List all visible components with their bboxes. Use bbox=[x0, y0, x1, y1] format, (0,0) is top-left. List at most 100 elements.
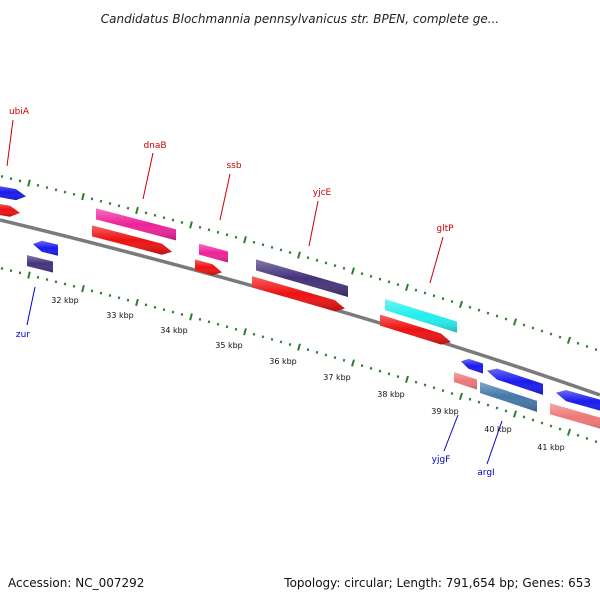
forward-tick bbox=[342, 266, 346, 270]
forward-tick bbox=[297, 251, 301, 259]
forward-tick bbox=[387, 280, 391, 284]
reverse-tick bbox=[324, 353, 328, 357]
reverse-tick bbox=[423, 383, 427, 387]
reverse-tick bbox=[576, 433, 580, 437]
reverse-tick bbox=[9, 269, 13, 273]
forward-tick bbox=[594, 348, 598, 352]
reverse-tick bbox=[261, 335, 265, 339]
reverse-tick bbox=[117, 296, 121, 300]
reverse-tick bbox=[396, 375, 400, 379]
forward-tick bbox=[99, 199, 103, 203]
leader-gltP bbox=[429, 236, 444, 284]
forward-tick bbox=[72, 192, 76, 196]
reverse-tick bbox=[333, 356, 337, 360]
forward-tick bbox=[504, 317, 508, 321]
tick-label-33kbp: 33 kbp bbox=[106, 311, 134, 320]
reverse-tick bbox=[351, 359, 355, 367]
forward-tick bbox=[216, 230, 220, 234]
reverse-tick bbox=[504, 409, 508, 413]
forward-tick bbox=[369, 274, 373, 278]
reverse-tick bbox=[0, 267, 4, 270]
reverse-tick bbox=[72, 284, 76, 288]
forward-tick bbox=[18, 179, 22, 183]
feature-layer bbox=[0, 186, 600, 429]
forward-tick bbox=[432, 294, 436, 298]
forward-tick bbox=[396, 283, 400, 287]
reverse-tick bbox=[432, 386, 436, 390]
tick-label-38kbp: 38 kbp bbox=[377, 390, 405, 399]
label-leader-lines bbox=[6, 119, 503, 465]
reverse-tick bbox=[153, 305, 157, 309]
reverse-tick bbox=[450, 391, 454, 395]
reverse-tick bbox=[180, 313, 184, 316]
feature-zur-shading bbox=[27, 255, 53, 273]
reverse-tick bbox=[27, 271, 31, 279]
reverse-tick bbox=[63, 282, 67, 286]
reverse-tick bbox=[585, 436, 589, 440]
forward-tick bbox=[45, 186, 49, 190]
reverse-tick bbox=[18, 271, 22, 275]
forward-tick bbox=[306, 256, 310, 260]
reverse-tick bbox=[135, 298, 139, 307]
reverse-tick bbox=[162, 308, 166, 312]
reverse-tick bbox=[512, 410, 518, 418]
forward-tick bbox=[477, 308, 481, 312]
reverse-tick bbox=[540, 421, 544, 425]
leader-zur bbox=[26, 286, 36, 326]
forward-tick bbox=[180, 221, 184, 224]
forward-tick bbox=[468, 305, 472, 309]
reverse-tick bbox=[468, 397, 472, 401]
feature-yjcE-shading bbox=[252, 276, 345, 312]
feature-zur-upper-shading bbox=[33, 240, 58, 256]
reverse-tick bbox=[90, 289, 94, 293]
forward-tick bbox=[207, 228, 211, 232]
forward-tick bbox=[450, 299, 454, 303]
leader-ssb bbox=[219, 173, 231, 221]
forward-tick bbox=[234, 235, 238, 239]
reverse-tick bbox=[54, 280, 58, 284]
reverse-tick bbox=[270, 337, 274, 341]
reverse-tick bbox=[531, 418, 535, 422]
tick-label-41kbp: 41 kbp bbox=[537, 443, 565, 452]
forward-tick bbox=[495, 314, 499, 318]
leader-ubiA bbox=[6, 119, 14, 167]
genome-stats-text: Topology: circular; Length: 791,654 bp; … bbox=[283, 576, 591, 590]
feature-argI-upper-shading bbox=[487, 368, 543, 395]
reverse-tick bbox=[288, 343, 292, 346]
reverse-tick bbox=[99, 291, 103, 295]
forward-tick bbox=[261, 243, 265, 247]
reverse-tick bbox=[387, 372, 391, 376]
feature-blue-1-shading bbox=[0, 186, 26, 201]
reverse-tick bbox=[189, 313, 193, 321]
feature-ssb-shading bbox=[195, 259, 222, 276]
forward-tick bbox=[225, 233, 229, 237]
gene-label-ssb: ssb bbox=[226, 161, 241, 171]
feature-gltP-shading bbox=[380, 314, 451, 345]
forward-tick bbox=[81, 192, 85, 201]
reverse-tick bbox=[252, 332, 256, 336]
leader-dnaB bbox=[142, 152, 154, 200]
feature-argI-shading bbox=[480, 381, 537, 412]
forward-tick bbox=[117, 204, 121, 208]
tick-label-32kbp: 32 kbp bbox=[51, 296, 79, 305]
leader-yjcE bbox=[308, 200, 319, 247]
forward-tick-track bbox=[0, 175, 598, 352]
reverse-tick bbox=[234, 327, 238, 331]
tick-label-39kbp: 39 kbp bbox=[431, 407, 459, 416]
reverse-tick bbox=[207, 320, 211, 324]
reverse-tick bbox=[36, 275, 40, 279]
reverse-tick bbox=[495, 406, 499, 410]
forward-tick bbox=[540, 329, 544, 333]
forward-tick bbox=[351, 267, 355, 275]
gene-label-argI: argI bbox=[477, 468, 494, 478]
feature-pink-right-shading bbox=[550, 403, 600, 429]
forward-tick bbox=[198, 225, 202, 229]
forward-tick bbox=[360, 272, 364, 276]
forward-tick bbox=[252, 240, 256, 244]
forward-tick bbox=[54, 188, 58, 192]
forward-tick bbox=[171, 218, 175, 222]
reverse-tick bbox=[45, 278, 49, 282]
reverse-tick bbox=[216, 322, 220, 326]
forward-tick bbox=[576, 341, 580, 345]
forward-tick bbox=[549, 332, 553, 336]
